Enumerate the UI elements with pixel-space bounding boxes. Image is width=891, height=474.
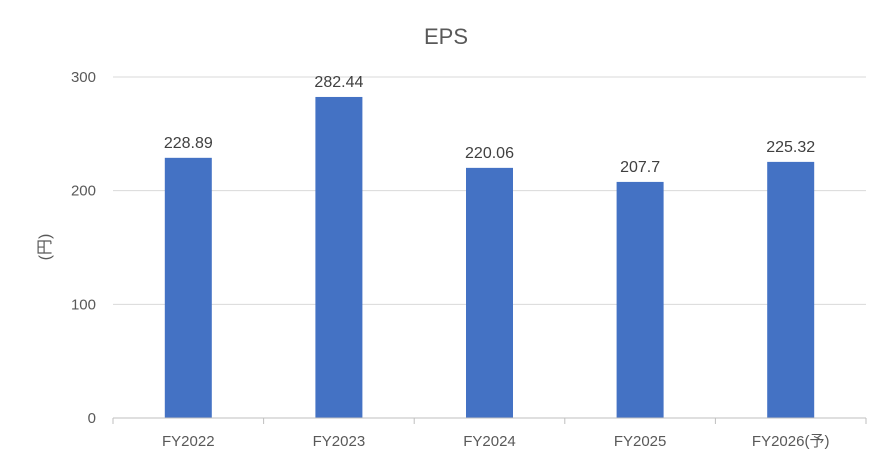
bar [164, 157, 212, 418]
bar [767, 161, 815, 418]
bar [616, 181, 664, 418]
bars [164, 96, 815, 418]
y-tick-label: 100 [71, 296, 96, 313]
data-label: 220.06 [465, 145, 514, 162]
x-tick-label: FY2025 [614, 433, 667, 450]
data-label: 228.89 [164, 135, 213, 152]
chart-title: EPS [424, 24, 468, 49]
y-tick-label: 300 [71, 69, 96, 86]
bar [466, 167, 513, 418]
data-label: 207.7 [620, 159, 660, 176]
x-tick-label: FY2023 [313, 433, 366, 450]
x-tick-label: FY2026(予) [752, 433, 830, 450]
data-labels: 228.89 282.44 220.06 207.7 225.32 [164, 74, 815, 176]
x-tick-label: FY2024 [463, 433, 516, 450]
y-axis-label: (円) [37, 234, 54, 261]
bar [315, 96, 363, 418]
x-tick-label: FY2022 [162, 433, 215, 450]
y-tick-label: 200 [71, 183, 96, 200]
y-tick-label: 0 [88, 410, 96, 427]
x-axis: FY2022 FY2023 FY2024 FY2025 FY2026(予) [112, 417, 867, 450]
data-label: 282.44 [314, 74, 363, 91]
y-axis-ticks: 0 100 200 300 [71, 69, 96, 427]
data-label: 225.32 [766, 139, 815, 156]
